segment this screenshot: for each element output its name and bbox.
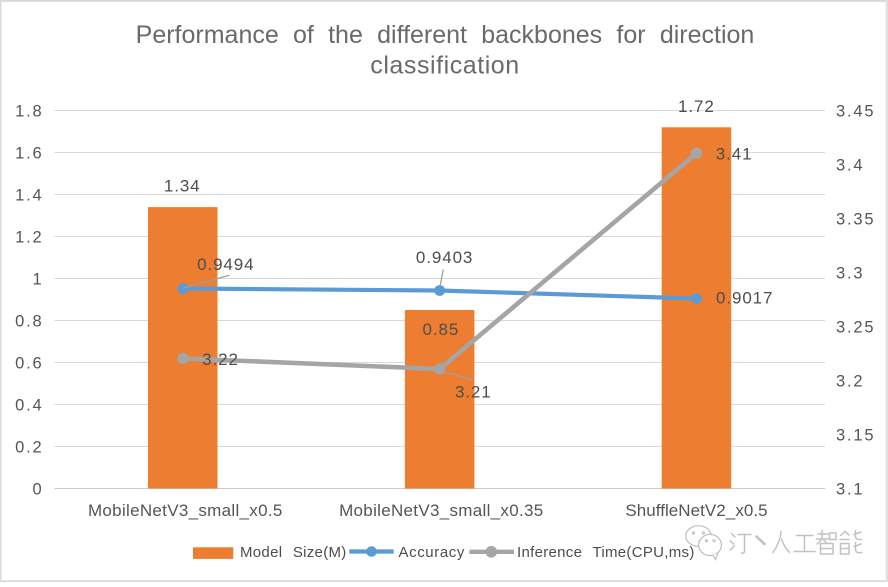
svg-text:0.9403: 0.9403 — [416, 248, 473, 267]
svg-text:1.72: 1.72 — [678, 97, 715, 116]
svg-text:3.25: 3.25 — [836, 319, 875, 337]
svg-text:0.8: 0.8 — [15, 313, 43, 331]
svg-text:0.4: 0.4 — [15, 397, 43, 415]
svg-text:1.6: 1.6 — [15, 145, 43, 163]
svg-text:classification: classification — [370, 52, 519, 80]
svg-text:MobileNetV3_small_x0.35: MobileNetV3_small_x0.35 — [339, 501, 543, 520]
svg-text:MobileNetV3_small_x0.5: MobileNetV3_small_x0.5 — [88, 501, 283, 520]
svg-text:0.9017: 0.9017 — [716, 289, 773, 308]
svg-text:1.4: 1.4 — [15, 187, 43, 205]
svg-text:Inference Time(CPU,ms): Inference Time(CPU,ms) — [517, 544, 695, 561]
svg-text:3.2: 3.2 — [836, 373, 864, 391]
svg-text:3.41: 3.41 — [716, 144, 753, 163]
svg-text:3.3: 3.3 — [836, 265, 864, 283]
svg-text:3.21: 3.21 — [455, 383, 492, 402]
svg-text:0.9494: 0.9494 — [197, 255, 254, 274]
svg-text:1: 1 — [33, 271, 44, 289]
svg-text:3.1: 3.1 — [836, 481, 864, 499]
svg-text:0.6: 0.6 — [15, 355, 43, 373]
svg-text:Accuracy: Accuracy — [399, 544, 466, 561]
svg-text:1.34: 1.34 — [164, 177, 201, 196]
svg-text:0.2: 0.2 — [15, 439, 43, 457]
svg-text:0: 0 — [33, 481, 44, 499]
svg-text:3.15: 3.15 — [836, 427, 875, 445]
svg-text:0.85: 0.85 — [423, 320, 460, 339]
svg-text:Performance of the different b: Performance of the different backbones f… — [136, 21, 755, 49]
svg-text:Model Size(M): Model Size(M) — [240, 544, 347, 561]
svg-text:1.8: 1.8 — [15, 103, 43, 121]
svg-text:3.45: 3.45 — [836, 103, 875, 121]
svg-text:3.4: 3.4 — [836, 157, 864, 175]
svg-text:3.35: 3.35 — [836, 211, 875, 229]
svg-text:ShuffleNetV2_x0.5: ShuffleNetV2_x0.5 — [625, 501, 767, 520]
svg-text:1.2: 1.2 — [15, 229, 43, 247]
svg-text:3.22: 3.22 — [202, 350, 239, 369]
